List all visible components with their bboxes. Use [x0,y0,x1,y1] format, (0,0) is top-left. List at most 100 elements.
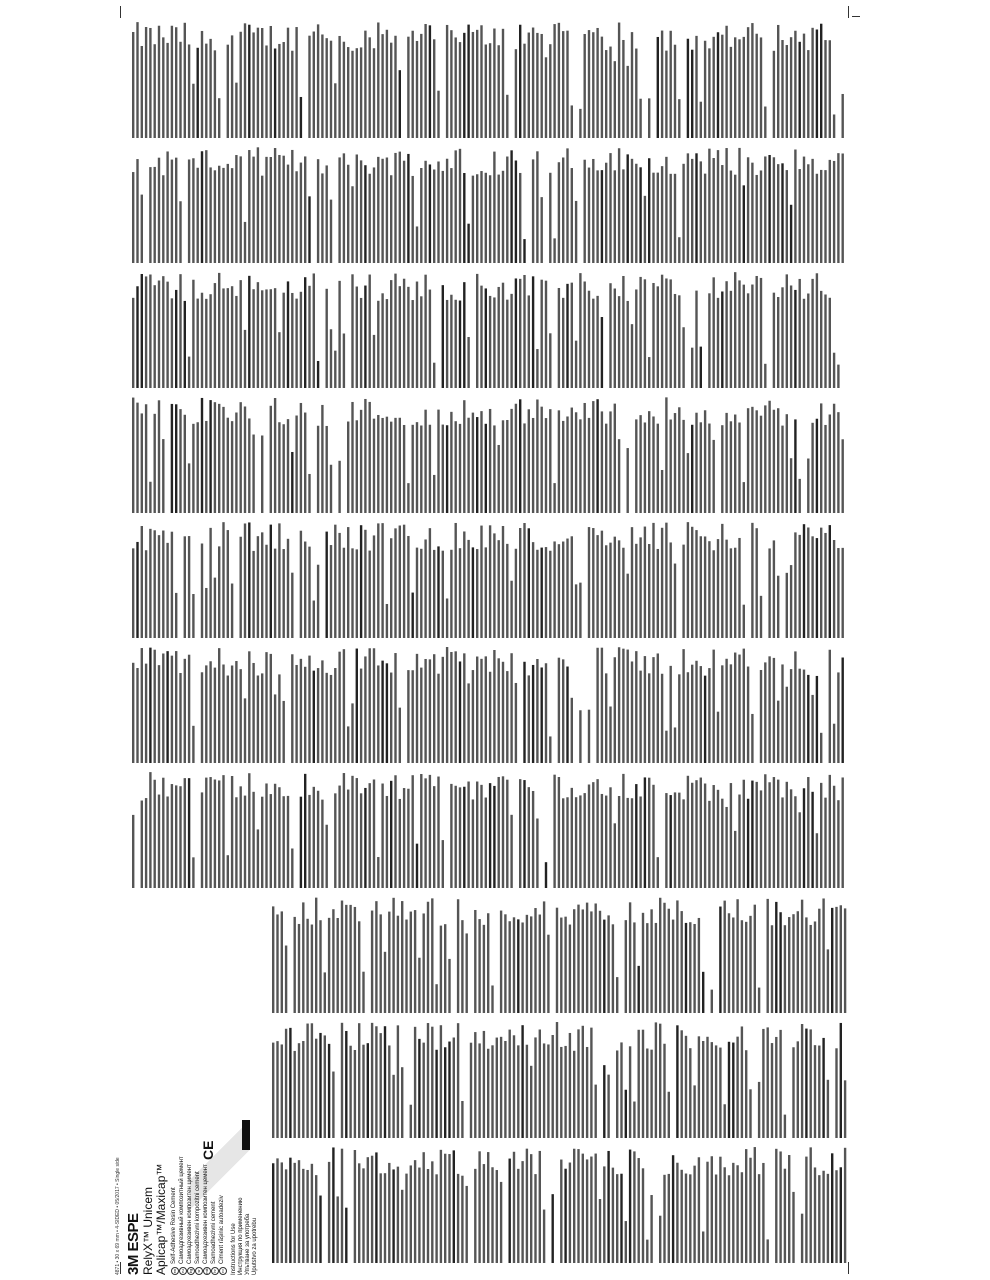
text-line [308,285,311,388]
text-line [669,30,672,138]
text-line [592,528,595,638]
text-line [484,547,487,638]
text-line [372,648,376,763]
language-label: Samoadhezivni cement [211,1201,218,1264]
text-line [560,1046,563,1138]
text-line [768,400,771,513]
text-line [519,779,522,888]
text-line [196,298,199,388]
text-line [392,897,395,1013]
text-line [187,356,191,388]
text-line [454,299,457,388]
text-line [332,1071,335,1138]
text-line [781,425,784,513]
text-line [813,1167,817,1263]
text-line [140,194,143,263]
text-line [581,1025,584,1138]
text-line [187,463,191,513]
text-line [523,239,526,263]
text-line [209,167,212,263]
text-line [415,281,419,388]
text-line [648,777,651,888]
text-line [396,915,400,1013]
text-line [794,796,797,888]
text-line [454,651,457,763]
text-line [248,150,251,263]
text-line [568,1032,572,1138]
text-line [183,658,186,763]
text-line [613,288,616,388]
text-line [802,524,806,638]
text-line [579,108,582,138]
text-line [273,548,277,638]
text-line [725,281,728,388]
text-line [590,1027,593,1138]
text-line [650,1049,653,1138]
text-line [431,1161,434,1263]
text-line [458,787,462,888]
text-line [828,774,831,888]
text-line [226,288,229,388]
text-line [794,149,797,263]
text-line [491,1167,494,1263]
text-line [637,1158,640,1263]
text-line [663,1043,666,1138]
text-line [235,295,238,388]
text-line [729,421,733,513]
text-line [742,185,745,263]
text-line [351,775,354,888]
text-line [843,1147,847,1263]
text-line [759,277,763,388]
text-line [807,164,810,263]
text-line [362,971,365,1013]
text-line [673,413,677,513]
text-line [669,173,672,263]
text-line [818,908,821,1013]
text-line [209,38,212,138]
text-line [536,549,539,638]
text-line [635,48,638,138]
text-line [340,1022,344,1138]
text-line [570,536,573,638]
text-line [605,423,608,513]
text-line [452,1037,455,1138]
text-line [785,686,788,763]
text-line [192,158,195,263]
text-line [712,649,715,763]
text-line [467,683,470,763]
text-line [794,419,797,513]
text-line [405,1173,408,1263]
text-line [388,911,391,1013]
text-line [781,664,784,763]
text-line [723,900,726,1013]
text-line [734,652,737,763]
text-line [282,796,285,888]
text-line [699,161,702,263]
text-line [179,201,182,263]
text-line [308,546,311,638]
text-line [652,784,655,888]
text-line [643,656,647,763]
text-line [519,278,522,388]
text-line [557,287,561,388]
text-line [643,777,647,888]
text-line [663,1174,666,1263]
text-line [506,299,509,388]
text-line [445,598,449,638]
text-line [835,1048,838,1138]
text-line [766,1027,769,1138]
text-line [734,37,737,138]
text-line [562,798,565,888]
text-line [394,152,397,263]
text-line [646,1048,649,1138]
language-item: ru Самоадгезивный композитный цемент [179,980,187,1275]
text-line [648,544,651,638]
text-line [390,175,393,263]
text-line [381,783,384,888]
text-line [689,1048,692,1138]
text-line [157,400,161,513]
text-line [394,35,397,138]
text-line [596,170,599,263]
text-line [504,1040,507,1138]
text-line [276,1158,279,1263]
